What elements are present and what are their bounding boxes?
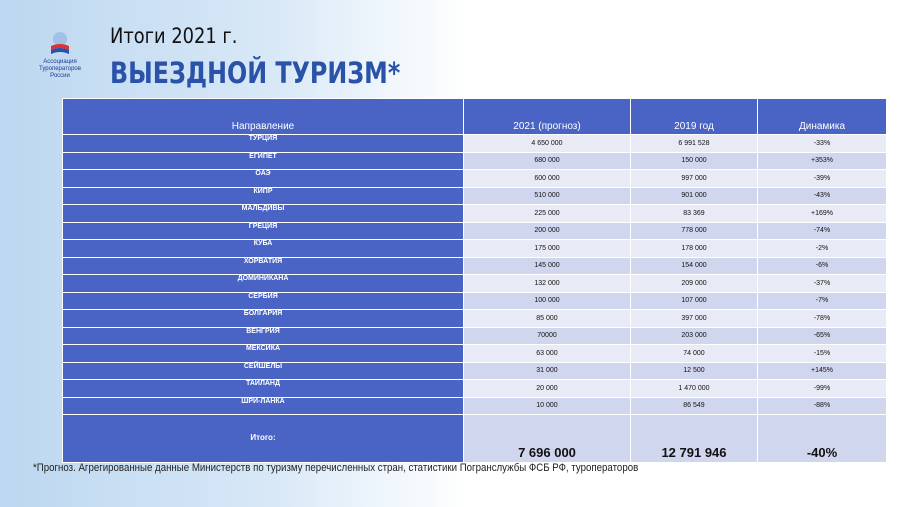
table-row: СЕЙШЕЛЫ 31 000 12 500 +145% bbox=[62, 361, 887, 380]
table-cell: 680 000 bbox=[463, 151, 631, 170]
table-cell: -39% bbox=[757, 169, 887, 188]
table-cell: ТАИЛАНД bbox=[62, 379, 464, 398]
table-cell: 86 549 bbox=[630, 396, 758, 415]
table-row: МАЛЬДИВЫ 225 000 83 369 +169% bbox=[62, 204, 887, 223]
table-cell: КИПР bbox=[62, 186, 464, 205]
table-row: ШРИ-ЛАНКА 10 000 86 549 -88% bbox=[62, 396, 887, 415]
table-cell: 20 000 bbox=[463, 379, 631, 398]
header-row: Направление 2021 (прогноз) 2019 год Динамик… bbox=[62, 98, 887, 135]
table-cell: СЕЙШЕЛЫ bbox=[62, 361, 464, 380]
table-cell: 12 500 bbox=[630, 361, 758, 380]
table-cell: ШРИ-ЛАНКА bbox=[62, 396, 464, 415]
column-header: 2019 год bbox=[630, 98, 758, 135]
table-cell: 1 470 000 bbox=[630, 379, 758, 398]
table-cell: БОЛГАРИЯ bbox=[62, 309, 464, 328]
table-cell: -99% bbox=[757, 379, 887, 398]
table-row: ЕГИПЕТ 680 000 150 000 +353% bbox=[62, 151, 887, 170]
table-cell: 74 000 bbox=[630, 344, 758, 363]
table-cell: 997 000 bbox=[630, 169, 758, 188]
table-cell: -65% bbox=[757, 326, 887, 345]
table-cell: -6% bbox=[757, 256, 887, 275]
table-cell: 209 000 bbox=[630, 274, 758, 293]
table-cell: +145% bbox=[757, 361, 887, 380]
table-cell: ДОМИНИКАНА bbox=[62, 274, 464, 293]
table-cell: 31 000 bbox=[463, 361, 631, 380]
table-cell: ВЕНГРИЯ bbox=[62, 326, 464, 345]
table-cell: 85 000 bbox=[463, 309, 631, 328]
table-cell: СЕРБИЯ bbox=[62, 291, 464, 310]
table-cell: -7% bbox=[757, 291, 887, 310]
table-cell: -33% bbox=[757, 134, 887, 153]
total-cell: Итого: bbox=[62, 414, 464, 463]
total-cell: -40% bbox=[757, 414, 887, 463]
total-cell: 12 791 946 bbox=[630, 414, 758, 463]
table-cell: +169% bbox=[757, 204, 887, 223]
subtitle: ВЫЕЗДНОЙ ТУРИЗМ* bbox=[110, 56, 401, 90]
table-cell: 154 000 bbox=[630, 256, 758, 275]
table-cell: 203 000 bbox=[630, 326, 758, 345]
table-row: МЕКСИКА 63 000 74 000 -15% bbox=[62, 344, 887, 363]
data-table: Направление 2021 (прогноз) 2019 год Динамик… bbox=[62, 98, 887, 463]
table-cell: ОАЭ bbox=[62, 169, 464, 188]
table-cell: МАЛЬДИВЫ bbox=[62, 204, 464, 223]
table-row: КИПР 510 000 901 000 -43% bbox=[62, 186, 887, 205]
table-cell: 225 000 bbox=[463, 204, 631, 223]
table-cell: ЕГИПЕТ bbox=[62, 151, 464, 170]
table-row: ГРЕЦИЯ 200 000 778 000 -74% bbox=[62, 221, 887, 240]
table-cell: -37% bbox=[757, 274, 887, 293]
table-cell: ХОРВАТИЯ bbox=[62, 256, 464, 275]
logo-text: Ассоциация Туроператоров России bbox=[39, 59, 81, 79]
table-cell: 83 369 bbox=[630, 204, 758, 223]
table-cell: +353% bbox=[757, 151, 887, 170]
table-cell: 132 000 bbox=[463, 274, 631, 293]
table-cell: 10 000 bbox=[463, 396, 631, 415]
table-cell: 107 000 bbox=[630, 291, 758, 310]
title: Итоги 2021 г. bbox=[110, 24, 238, 48]
table-row: ОАЭ 600 000 997 000 -39% bbox=[62, 169, 887, 188]
table-cell: 6 991 528 bbox=[630, 134, 758, 153]
table-cell: -43% bbox=[757, 186, 887, 205]
table-cell: 100 000 bbox=[463, 291, 631, 310]
table-row: ТАИЛАНД 20 000 1 470 000 -99% bbox=[62, 379, 887, 398]
table-cell: -78% bbox=[757, 309, 887, 328]
table-cell: 510 000 bbox=[463, 186, 631, 205]
table-row: КУБА 175 000 178 000 -2% bbox=[62, 239, 887, 258]
column-header: Направление bbox=[62, 98, 464, 135]
table-cell: МЕКСИКА bbox=[62, 344, 464, 363]
column-header: 2021 (прогноз) bbox=[463, 98, 631, 135]
column-header: Динамика bbox=[757, 98, 887, 135]
table-cell: ТУРЦИЯ bbox=[62, 134, 464, 153]
logo: Ассоциация Туроператоров России bbox=[30, 30, 90, 80]
table-cell: 4 650 000 bbox=[463, 134, 631, 153]
table-cell: 778 000 bbox=[630, 221, 758, 240]
table-cell: КУБА bbox=[62, 239, 464, 258]
table-cell: 901 000 bbox=[630, 186, 758, 205]
table-row: ВЕНГРИЯ 70000 203 000 -65% bbox=[62, 326, 887, 345]
table-cell: 397 000 bbox=[630, 309, 758, 328]
table-cell: -2% bbox=[757, 239, 887, 258]
table-row: ХОРВАТИЯ 145 000 154 000 -6% bbox=[62, 256, 887, 275]
total-cell: 7 696 000 bbox=[463, 414, 631, 463]
logo-icon bbox=[51, 32, 69, 54]
table-cell: 70000 bbox=[463, 326, 631, 345]
table-row: БОЛГАРИЯ 85 000 397 000 -78% bbox=[62, 309, 887, 328]
table-cell: 175 000 bbox=[463, 239, 631, 258]
table-cell: ГРЕЦИЯ bbox=[62, 221, 464, 240]
table-row: ТУРЦИЯ 4 650 000 6 991 528 -33% bbox=[62, 134, 887, 153]
table-cell: 178 000 bbox=[630, 239, 758, 258]
table-cell: 150 000 bbox=[630, 151, 758, 170]
table-cell: 63 000 bbox=[463, 344, 631, 363]
table-cell: -88% bbox=[757, 396, 887, 415]
table-cell: -15% bbox=[757, 344, 887, 363]
table-cell: 200 000 bbox=[463, 221, 631, 240]
total-row: Итого: 7 696 000 12 791 946 -40% bbox=[62, 414, 887, 463]
table-cell: -74% bbox=[757, 221, 887, 240]
table-cell: 600 000 bbox=[463, 169, 631, 188]
footnote: *Прогноз. Агрегированные данные Министер… bbox=[33, 462, 639, 474]
table-row: СЕРБИЯ 100 000 107 000 -7% bbox=[62, 291, 887, 310]
table-cell: 145 000 bbox=[463, 256, 631, 275]
table-row: ДОМИНИКАНА 132 000 209 000 -37% bbox=[62, 274, 887, 293]
